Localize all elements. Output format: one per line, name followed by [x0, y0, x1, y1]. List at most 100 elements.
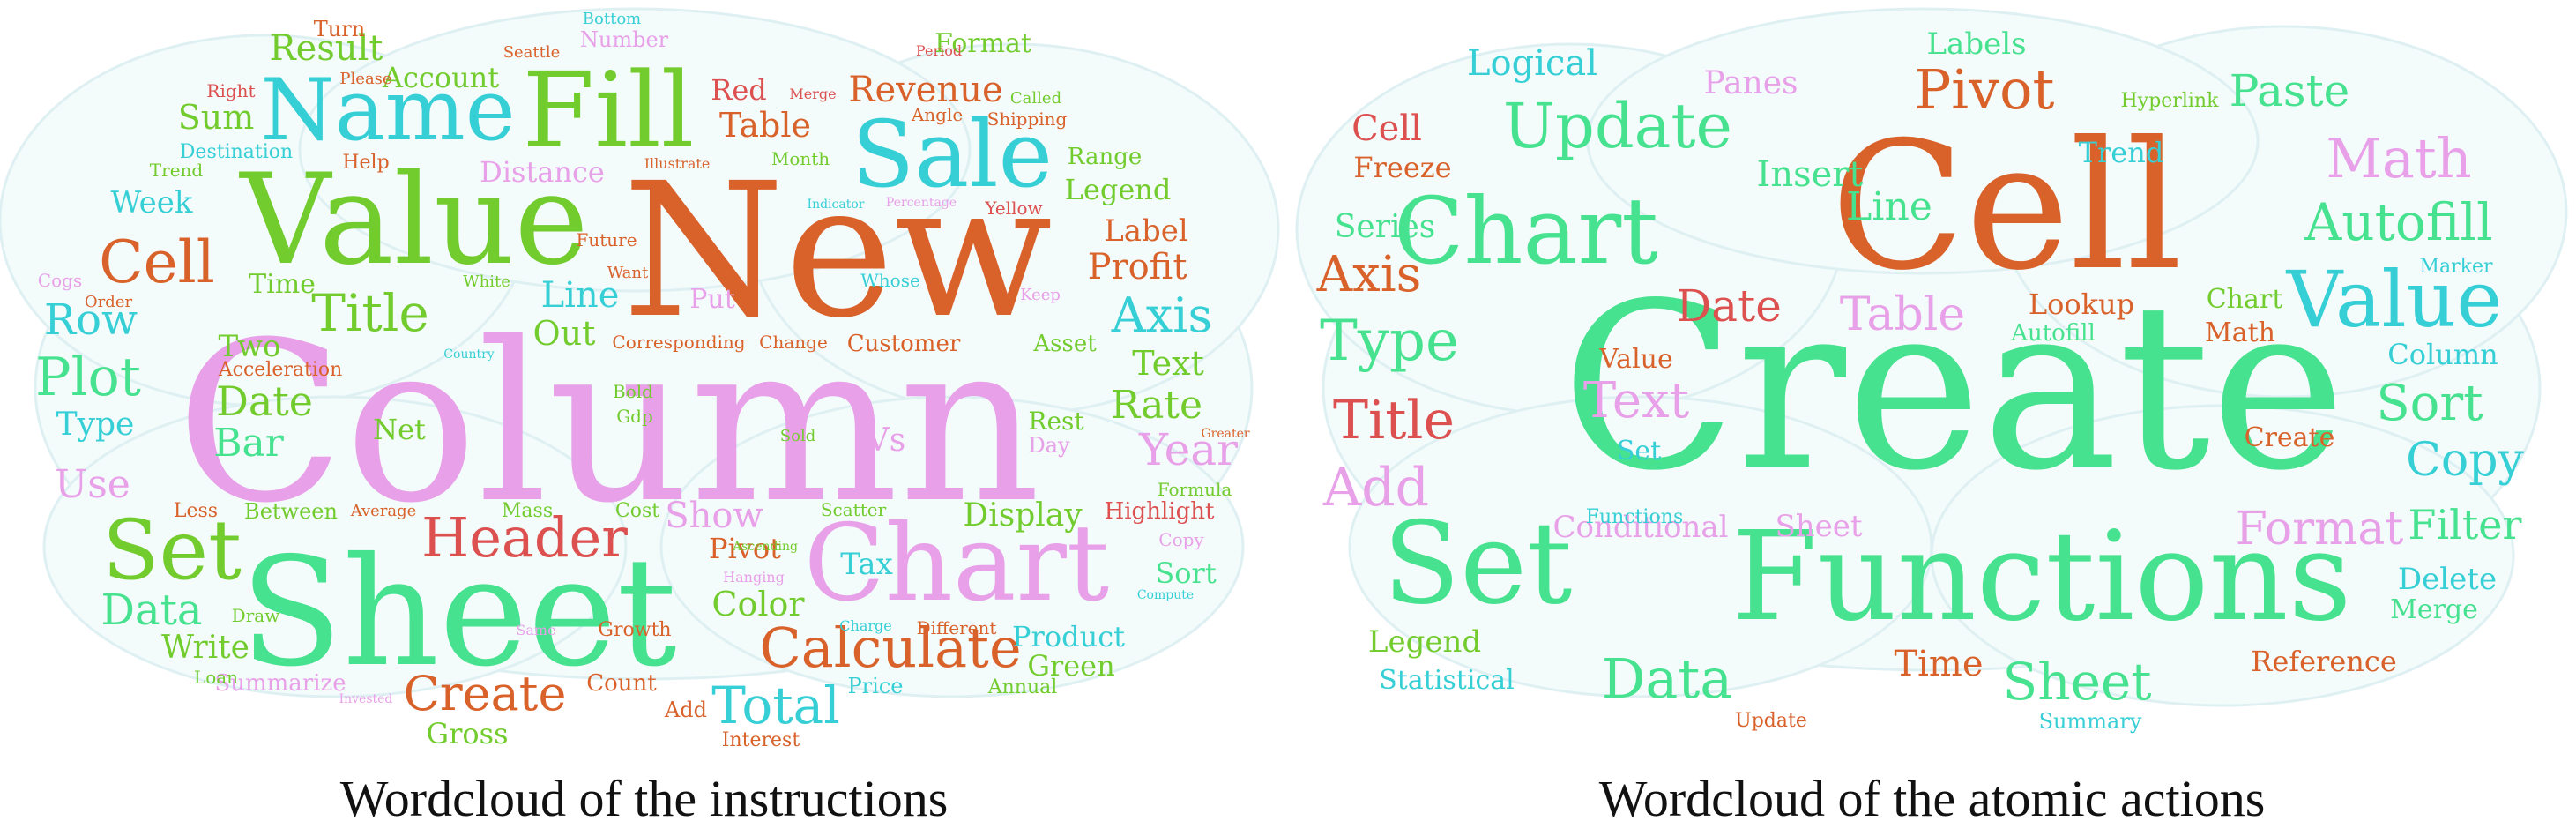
word: Interest — [721, 729, 800, 751]
word: Invested — [339, 692, 393, 706]
word: Rest — [1028, 407, 1084, 436]
word: Turn — [313, 17, 366, 41]
word: Country — [443, 347, 495, 362]
word: Trend — [2078, 136, 2164, 169]
word: Insert — [1756, 154, 1864, 195]
word: Logical — [1466, 43, 1598, 84]
word: Sheet — [240, 526, 677, 700]
word: Color — [711, 585, 805, 623]
word: Tax — [840, 547, 893, 582]
word: Delete — [2397, 562, 2498, 597]
word: Period — [915, 42, 963, 59]
word: Same — [516, 622, 556, 638]
word: Product — [1012, 620, 1125, 653]
word: Copy — [1158, 529, 1204, 550]
word: Profit — [1087, 247, 1187, 287]
word: Value — [2286, 254, 2503, 345]
word: Green — [1027, 649, 1115, 683]
word: Loan — [193, 667, 239, 688]
word: Vs — [866, 422, 906, 459]
word: Functions — [1585, 506, 1684, 528]
word: Chart — [2206, 284, 2283, 315]
word: Order — [84, 293, 133, 311]
word: Pivot — [1914, 57, 2055, 122]
word: Keep — [1020, 286, 1061, 304]
word: Result — [269, 28, 383, 69]
word: Greater — [1201, 427, 1250, 441]
word: Text — [1132, 344, 1204, 383]
word: Column — [2387, 338, 2498, 371]
word: Right — [206, 80, 256, 101]
word: Change — [759, 332, 828, 353]
word: Column — [175, 295, 1041, 551]
word: Update — [1735, 710, 1807, 732]
word: Rate — [1110, 383, 1203, 428]
word: Cell — [1830, 104, 2183, 310]
word: Math — [2326, 126, 2472, 190]
word: Cogs — [37, 270, 83, 291]
word: Functions — [1731, 505, 2352, 649]
word: Gross — [426, 717, 509, 750]
word: Series — [1334, 209, 1436, 245]
word-list: Column New Sheet Value Chart Fill Sale N… — [0, 0, 1288, 758]
word: Filter — [2408, 501, 2522, 549]
word: Net — [373, 413, 426, 446]
word: Math — [2205, 317, 2275, 348]
word: Update — [1503, 90, 1732, 162]
word: Sort — [1155, 556, 1217, 590]
word: Row — [43, 295, 138, 345]
word: Type — [1320, 309, 1459, 374]
cloud-shape — [0, 7, 1280, 698]
word: Set — [1616, 436, 1662, 467]
word: Want — [607, 264, 649, 282]
word: Calculate — [759, 616, 1022, 680]
word: Corresponding — [612, 332, 746, 353]
word: Sold — [779, 427, 816, 445]
word: Line — [540, 275, 620, 316]
word: Labels — [1926, 26, 2027, 62]
word: Angle — [911, 104, 964, 125]
word-list: Create Cell Functions Set Chart Value Up… — [1288, 0, 2576, 758]
word: Name — [260, 61, 516, 160]
wordcloud-caption: Wordcloud of the atomic actions — [1598, 770, 2266, 827]
word: Value — [1599, 344, 1673, 375]
word: Mass — [501, 500, 554, 522]
word: Price — [847, 674, 904, 698]
word: Legend — [1367, 624, 1482, 660]
word: Help — [342, 152, 390, 174]
word: Set — [102, 503, 242, 599]
word: Sheet — [2002, 652, 2152, 712]
word: Set — [1382, 498, 1573, 630]
word: Sheet — [1775, 509, 1863, 544]
word: Number — [579, 27, 669, 52]
word: Asset — [1033, 331, 1097, 357]
word: Destination — [179, 141, 294, 163]
word: Acceleration — [218, 359, 343, 381]
word: Reference — [2251, 645, 2397, 678]
word: Time — [1894, 644, 1984, 684]
word: Title — [311, 283, 429, 343]
word: Pivot — [709, 532, 781, 565]
word: Sale — [851, 101, 1053, 208]
word: Create — [2244, 422, 2335, 453]
word: Bottom — [582, 10, 642, 28]
word: Summary — [2038, 709, 2142, 734]
word: Merge — [2390, 594, 2478, 625]
word: Two — [218, 329, 281, 364]
word: Customer — [846, 331, 961, 357]
word: Less — [173, 500, 219, 522]
word: Format — [2235, 503, 2404, 556]
word: Add — [1322, 457, 1430, 519]
word: Sum — [177, 98, 255, 137]
word: Week — [110, 185, 193, 220]
word: Bold — [613, 381, 653, 402]
word: Data — [101, 586, 203, 635]
word: Hanging — [723, 569, 785, 586]
word: Year — [1139, 424, 1238, 475]
word: Percentage — [885, 196, 957, 210]
word: Between — [244, 499, 338, 524]
word: Chart — [803, 503, 1110, 625]
word: Panes — [1703, 65, 1798, 101]
word: White — [463, 272, 510, 291]
word: Charge — [839, 617, 892, 634]
